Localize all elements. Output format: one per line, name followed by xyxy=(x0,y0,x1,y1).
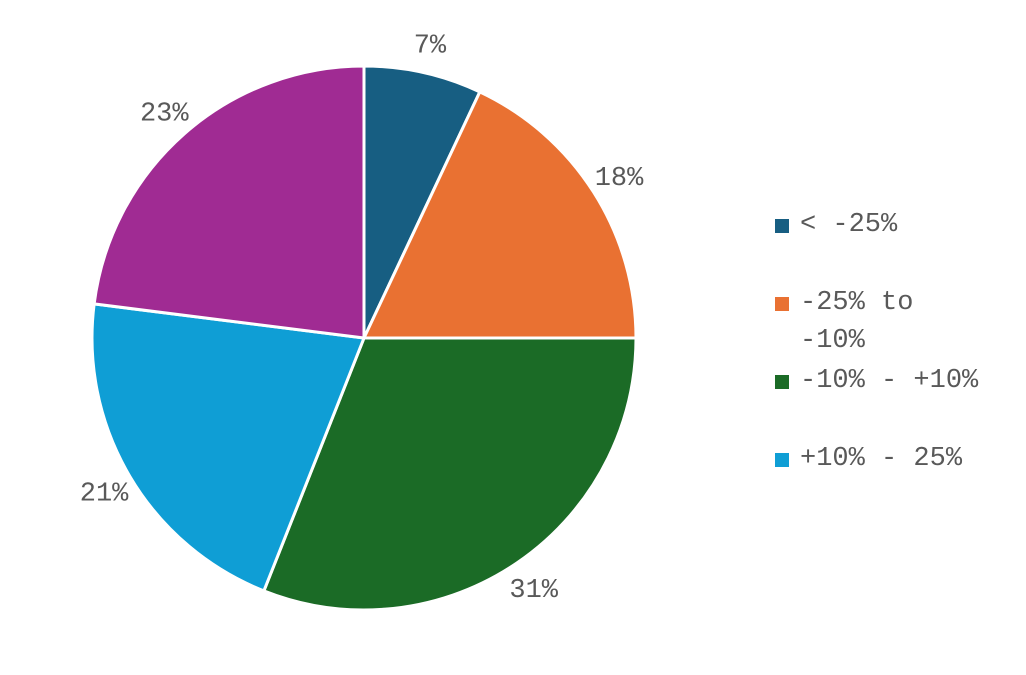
legend-label: < -25% xyxy=(800,210,898,240)
data-label-0: 7% xyxy=(414,31,447,61)
legend-item-minus10-to-plus10: -10% - +10% xyxy=(775,362,1025,440)
pie-slices xyxy=(90,64,638,612)
legend-swatch xyxy=(775,297,789,311)
legend-label: +10% - 25% xyxy=(800,444,963,474)
legend-swatch xyxy=(775,453,789,467)
legend-label: -10% - +10% xyxy=(800,366,979,396)
legend-item-plus10-to-plus25: +10% - 25% xyxy=(775,440,1025,478)
pie-slice-3 xyxy=(90,302,366,593)
pie-slice-2 xyxy=(262,336,638,612)
pie-slice-1 xyxy=(362,90,638,340)
data-label-1: 18% xyxy=(595,164,644,194)
pie-slice-4 xyxy=(92,64,366,340)
pie-data-labels: 7% 18% 31% 21% 23% xyxy=(80,31,644,606)
legend-item-lt-minus25: < -25% xyxy=(775,206,1025,284)
pie-slice-0 xyxy=(362,64,482,340)
legend-label: -25% to -10% xyxy=(800,288,914,356)
data-label-2: 31% xyxy=(509,576,558,606)
legend-swatch xyxy=(775,375,789,389)
data-label-3: 21% xyxy=(80,480,129,510)
data-label-4: 23% xyxy=(140,100,189,130)
legend-item-minus25-to-minus10: -25% to -10% xyxy=(775,284,1025,362)
legend-swatch xyxy=(775,219,789,233)
legend: < -25% -25% to -10% -10% - +10% +10% - 2… xyxy=(775,206,1025,478)
